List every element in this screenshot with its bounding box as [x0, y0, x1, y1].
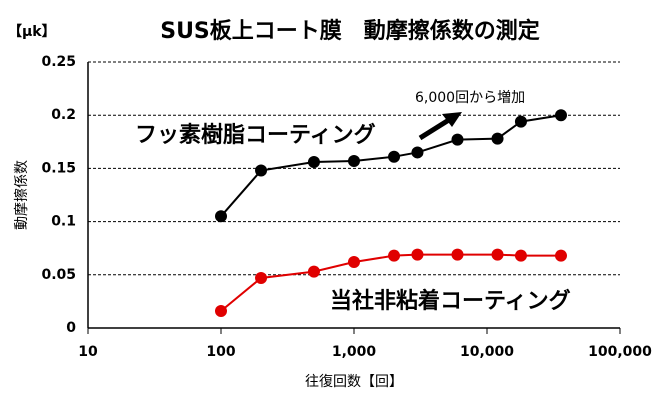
x-axis-label: 往復回数【回】: [305, 373, 403, 390]
annotation: 6,000回から増加: [415, 90, 525, 106]
data-point: [348, 154, 360, 167]
x-tick-label: 10,000: [460, 344, 514, 360]
x-tick-label: 100: [206, 344, 235, 360]
series-line: [220, 253, 561, 312]
x-tick-label: 1,000: [332, 344, 377, 360]
data-point: [514, 249, 527, 262]
data-point: [388, 249, 401, 262]
data-point: [307, 156, 320, 169]
data-point: [554, 249, 567, 262]
y-unit: 【μk】: [8, 24, 56, 40]
y-tick-label: 0: [66, 320, 76, 336]
data-point: [451, 248, 464, 261]
data-point: [411, 146, 424, 159]
data-point: [491, 132, 504, 145]
data-point: [307, 265, 320, 278]
data-point: [215, 210, 227, 223]
y-tick-label: 0.15: [41, 160, 76, 176]
data-point: [388, 150, 401, 163]
data-point: [255, 164, 268, 177]
x-tick-label: 100,000: [588, 344, 652, 360]
y-tick-label: 0.1: [51, 214, 76, 230]
data-point: [491, 248, 504, 261]
data-point: [215, 304, 227, 317]
data-point: [554, 109, 567, 122]
y-tick-label: 0.25: [41, 54, 76, 70]
series-label: 当社非粘着コーティング: [330, 288, 571, 314]
data-point: [348, 256, 360, 269]
y-axis-label: 動摩擦係数: [13, 160, 30, 230]
data-point: [451, 133, 464, 146]
annotation-arrowhead: [442, 112, 462, 127]
y-tick-label: 0.2: [51, 107, 76, 123]
data-point: [514, 115, 527, 128]
series-line: [220, 114, 562, 217]
y-tick-label: 0.05: [41, 267, 76, 283]
series-label: フッ素樹脂コーティング: [135, 122, 376, 148]
annotation-arrow: [418, 115, 454, 141]
chart-title: SUS板上コート膜 動摩擦係数の測定: [160, 18, 540, 44]
data-point: [255, 271, 268, 284]
data-point: [411, 248, 424, 261]
x-tick-label: 10: [78, 344, 98, 360]
